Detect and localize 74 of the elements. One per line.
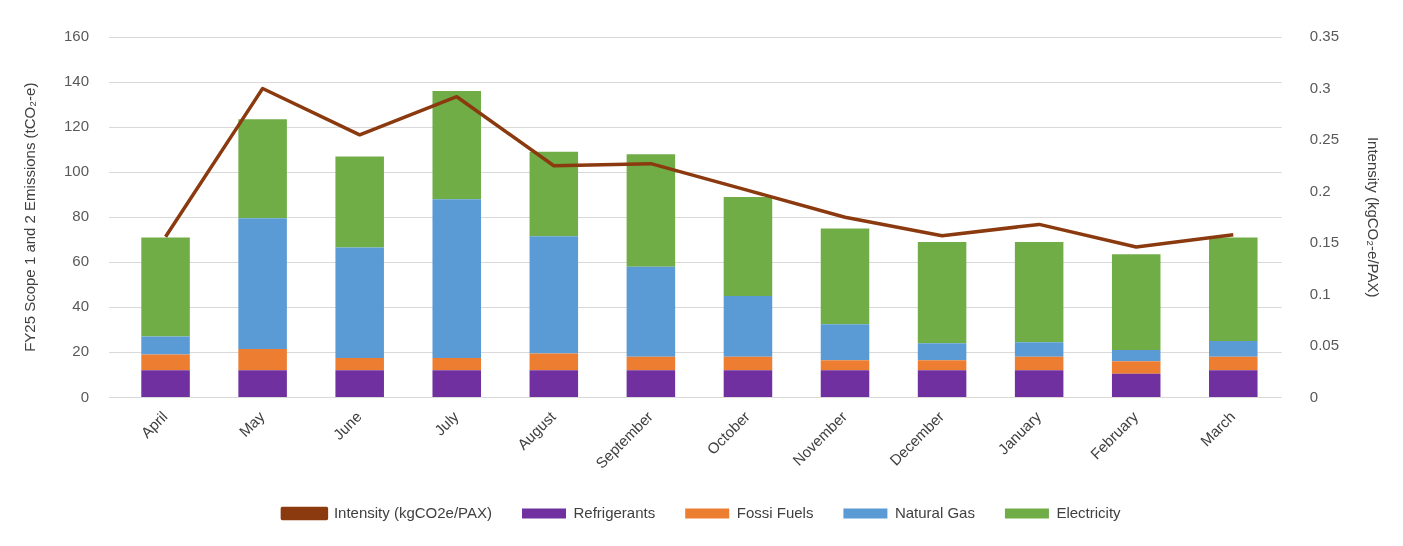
bar: [626, 370, 676, 397]
bar: [723, 356, 773, 371]
x-tick-label: May: [235, 407, 269, 440]
bar: [820, 228, 870, 325]
y-tick-label: 20: [72, 342, 90, 360]
bar: [529, 236, 579, 354]
bar: [335, 370, 384, 397]
bar: [335, 247, 384, 358]
y-tick-label: 160: [64, 27, 90, 45]
bar: [820, 324, 870, 361]
y2-tick-label: 0.35: [1309, 27, 1340, 45]
legend-label: Electricity: [1056, 503, 1122, 521]
y-tick-label: 40: [72, 297, 90, 315]
y2-tick-label: 0.05: [1309, 336, 1340, 354]
bar: [238, 370, 287, 397]
bar: [1014, 370, 1064, 397]
y2-tick-label: 0.2: [1309, 181, 1331, 199]
bar: [1111, 350, 1161, 362]
y-tick-label: 100: [64, 162, 90, 180]
bar: [820, 360, 870, 371]
bar: [335, 156, 384, 248]
bar: [723, 370, 773, 397]
y-tick-label: 120: [64, 117, 90, 135]
bar: [529, 151, 579, 237]
y-axis-title: FY25 Scope 1 and 2 Emissions (tCO₂-e): [21, 82, 39, 352]
y2-tick-label: 0.1: [1309, 284, 1331, 302]
bar: [432, 91, 482, 200]
bar: [917, 343, 967, 361]
y-tick-label: 60: [72, 252, 90, 270]
bar: [917, 360, 967, 371]
bar: [626, 154, 676, 267]
bar: [335, 357, 384, 371]
bar: [1111, 254, 1161, 351]
y2-tick-label: 0.3: [1309, 78, 1331, 96]
legend-label: Natural Gas: [894, 503, 975, 521]
bar: [141, 237, 190, 337]
bar: [1209, 370, 1258, 397]
bar: [820, 370, 870, 397]
y-tick-label: 140: [64, 72, 90, 90]
y2-tick-label: 0.25: [1309, 130, 1340, 148]
bar: [238, 119, 287, 219]
bar: [723, 196, 773, 297]
bar: [141, 354, 190, 371]
legend-label: Intensity (kgCO2e/PAX): [333, 503, 493, 521]
bar: [432, 199, 482, 358]
y2-axis-title: Intensity (kgCO₂-e/PAX): [1364, 136, 1382, 298]
bar: [141, 336, 190, 355]
bar: [1014, 356, 1064, 371]
bar: [529, 370, 579, 397]
bar: [1014, 342, 1064, 357]
bar: [1111, 373, 1161, 397]
bar: [723, 296, 773, 357]
bar: [432, 370, 482, 397]
bar: [1209, 341, 1258, 357]
bar: [141, 370, 190, 397]
y2-tick-label: 0: [1309, 387, 1319, 405]
bar: [529, 353, 579, 371]
bar: [626, 266, 676, 357]
legend-label: Refrigerants: [573, 503, 656, 521]
bar: [626, 356, 676, 371]
bar: [238, 218, 287, 349]
bar: [432, 357, 482, 371]
bar: [917, 370, 967, 397]
bar: [1209, 237, 1258, 342]
bar: [238, 348, 287, 371]
x-tick-label: July: [430, 407, 463, 439]
bar: [917, 241, 967, 344]
y2-tick-label: 0.15: [1309, 233, 1340, 251]
bar: [1209, 356, 1258, 371]
bar: [1014, 241, 1064, 343]
legend-label: Fossi Fuels: [736, 503, 814, 521]
bar: [1111, 361, 1161, 374]
y-tick-label: 80: [72, 207, 90, 225]
y-tick-label: 0: [80, 387, 90, 405]
